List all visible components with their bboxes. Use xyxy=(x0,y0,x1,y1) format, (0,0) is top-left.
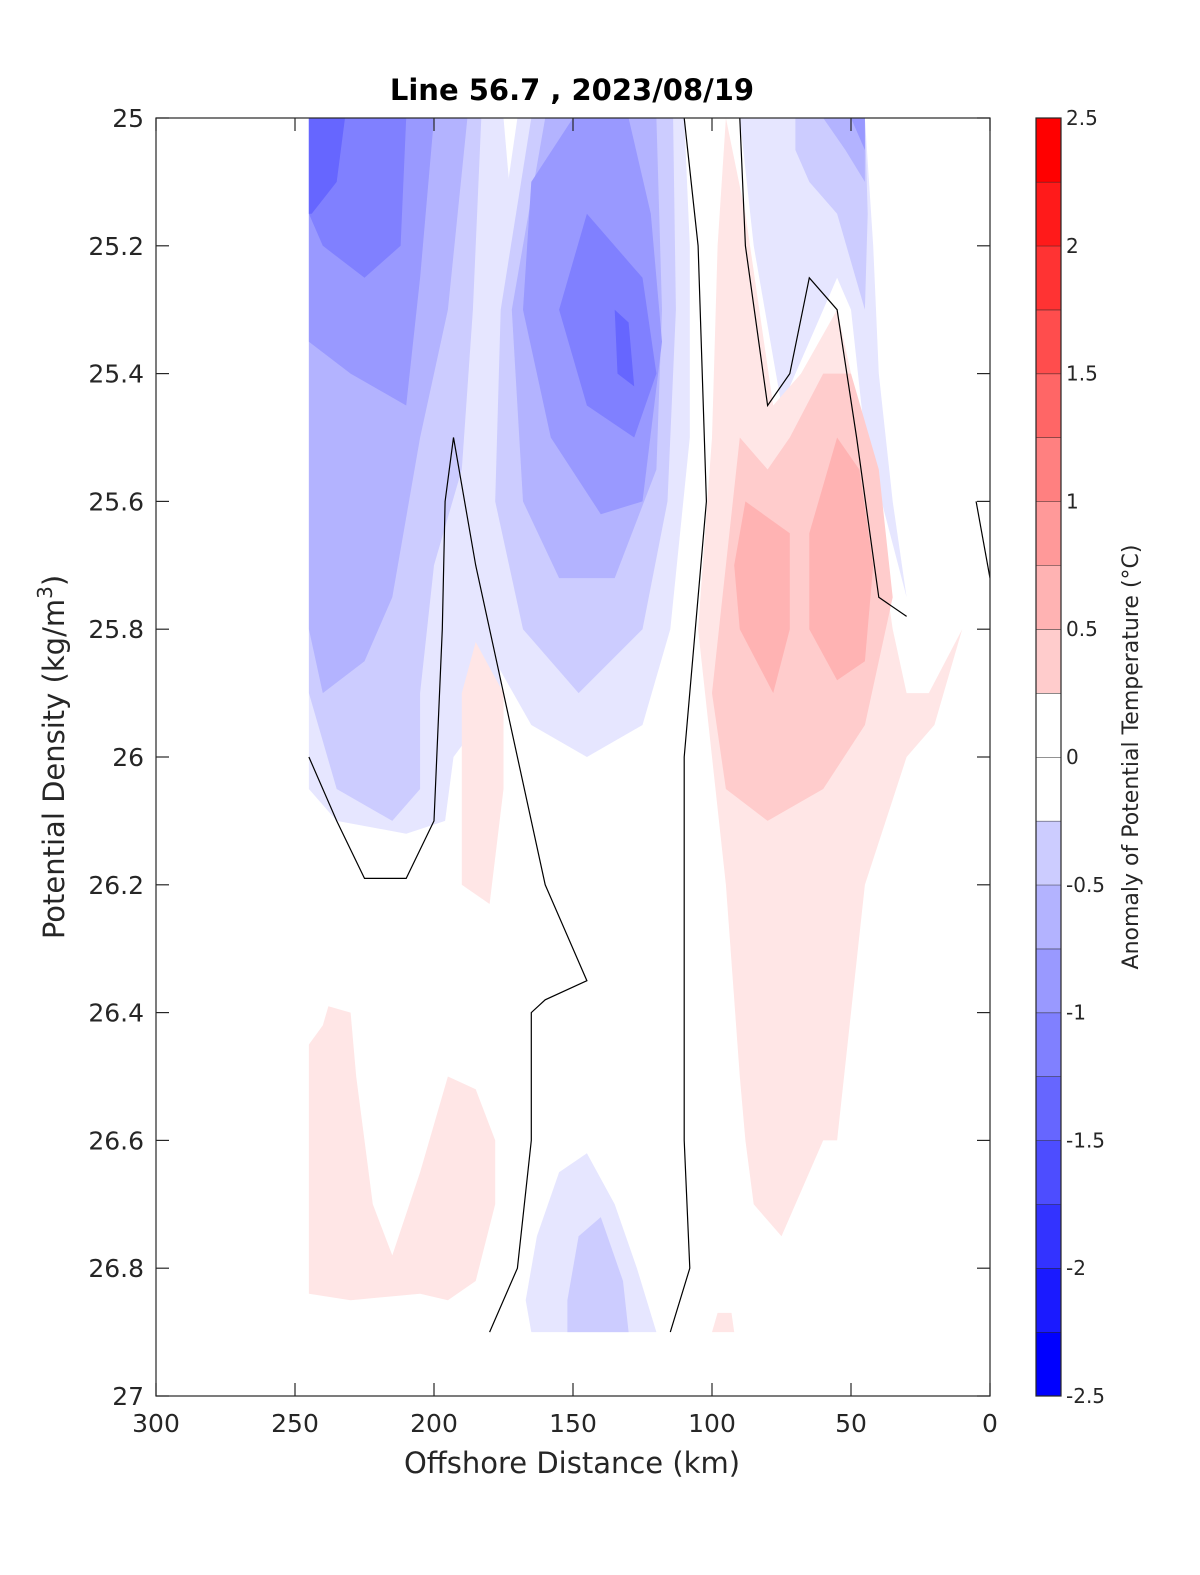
colorbar-tick-label-6: -0.5 xyxy=(1066,873,1105,897)
y-tick-label-3: 25.6 xyxy=(88,487,144,516)
x-axis-title: Offshore Distance (km) xyxy=(404,1446,740,1480)
x-tick-label-6: 0 xyxy=(982,1409,998,1438)
colorbar-tick-label-9: -2 xyxy=(1066,1256,1086,1280)
colorbar-tick-label-4: 0.5 xyxy=(1066,617,1098,641)
zero-contour-2 xyxy=(739,118,907,617)
plot-frame xyxy=(155,117,991,1397)
contour-region-5 xyxy=(308,118,345,214)
colorbar-band-2 xyxy=(1036,1204,1061,1269)
colorbar-band-14 xyxy=(1036,437,1061,502)
y-tick-label-7: 26.4 xyxy=(88,999,144,1028)
contour-region-11 xyxy=(614,309,635,387)
y-tick-label-10: 27 xyxy=(112,1382,144,1411)
colorbar-band-16 xyxy=(1036,309,1061,374)
colorbar-band-9 xyxy=(1036,757,1061,821)
colorbar-band-10 xyxy=(1036,693,1061,757)
contour-region-19 xyxy=(809,437,874,681)
y-axis-title-main: Potential Density (kg/m xyxy=(37,599,71,939)
y-tick-label-2: 25.4 xyxy=(88,360,144,389)
y-tick-label-4: 25.8 xyxy=(88,615,144,644)
colorbar-tick-label-0: 2.5 xyxy=(1066,106,1098,130)
y-tick-label-6: 26.2 xyxy=(88,871,144,900)
zero-contour-3 xyxy=(975,501,990,579)
contour-region-21 xyxy=(308,1006,496,1301)
zero-contour-1 xyxy=(669,118,708,1333)
colorbar-band-19 xyxy=(1036,118,1061,182)
contour-region-20 xyxy=(461,642,504,904)
colorbar-band-6 xyxy=(1036,948,1061,1013)
colorbar-band-11 xyxy=(1036,629,1061,694)
contour-region-18 xyxy=(734,501,790,694)
contour-region-15 xyxy=(851,118,865,150)
y-axis-title-tail: ) xyxy=(37,575,71,586)
colorbar-band-4 xyxy=(1036,1076,1061,1141)
filled-contour-regions xyxy=(308,118,963,1333)
x-tick-label-3: 150 xyxy=(549,1409,597,1438)
zero-contour-0 xyxy=(308,437,588,1333)
y-tick-label-8: 26.6 xyxy=(88,1126,144,1155)
y-tick-label-0: 25 xyxy=(112,104,144,133)
colorbar-band-7 xyxy=(1036,884,1061,949)
y-tick-labels: 25 25.2 25.4 25.6 25.8 26 26.2 26.4 26.6 26.8 27 xyxy=(88,104,144,1411)
colorbar-tick-labels: 2.5 2 1.5 1 0.5 0 -0.5 -1 -1.5 -2 -2.5 xyxy=(1066,106,1105,1408)
colorbar-band-17 xyxy=(1036,245,1061,310)
colorbar-band-13 xyxy=(1036,501,1061,566)
colorbar-tick-label-7: -1 xyxy=(1066,1001,1086,1025)
colorbar-band-12 xyxy=(1036,565,1061,630)
contour-region-13 xyxy=(795,118,868,310)
y-tick-label-5: 26 xyxy=(112,743,144,772)
contour-region-24 xyxy=(567,1217,629,1333)
x-tick-label-0: 300 xyxy=(132,1409,180,1438)
chart-title: Line 56.7 , 2023/08/19 xyxy=(390,73,754,107)
colorbar-tick-label-8: -1.5 xyxy=(1066,1128,1105,1152)
colorbar-band-0 xyxy=(1036,1332,1061,1396)
x-tick-label-2: 200 xyxy=(410,1409,458,1438)
colorbar-band-1 xyxy=(1036,1268,1061,1333)
colorbar-frame xyxy=(1035,117,1062,1397)
y-axis-title: Potential Density (kg/m3) xyxy=(33,575,71,939)
colorbar-tick-label-2: 1.5 xyxy=(1066,362,1098,386)
x-tick-label-1: 250 xyxy=(271,1409,319,1438)
colorbar-tick-label-10: -2.5 xyxy=(1066,1384,1105,1408)
colorbar-band-5 xyxy=(1036,1012,1061,1077)
colorbar-band-18 xyxy=(1036,181,1061,246)
x-tick-labels: 300 250 200 150 100 50 0 xyxy=(132,1409,998,1438)
colorbar-tick-label-1: 2 xyxy=(1066,234,1079,258)
contour-region-22 xyxy=(712,1312,735,1333)
y-tick-label-9: 26.8 xyxy=(88,1254,144,1283)
y-tick-label-1: 25.2 xyxy=(88,232,144,261)
zero-contour-lines xyxy=(308,118,990,1333)
colorbar-band-3 xyxy=(1036,1140,1061,1205)
x-tick-label-4: 100 xyxy=(688,1409,736,1438)
contour-region-14 xyxy=(823,118,865,182)
colorbar-tick-label-3: 1 xyxy=(1066,489,1079,513)
colorbar xyxy=(1035,117,1062,1397)
colorbar-title: Anomaly of Potential Temperature (°C) xyxy=(1119,545,1144,970)
colorbar-tick-label-5: 0 xyxy=(1066,745,1079,769)
colorbar-band-15 xyxy=(1036,373,1061,438)
y-axis-title-sup: 3 xyxy=(33,586,57,599)
x-tick-label-5: 50 xyxy=(835,1409,867,1438)
colorbar-band-8 xyxy=(1036,820,1061,885)
